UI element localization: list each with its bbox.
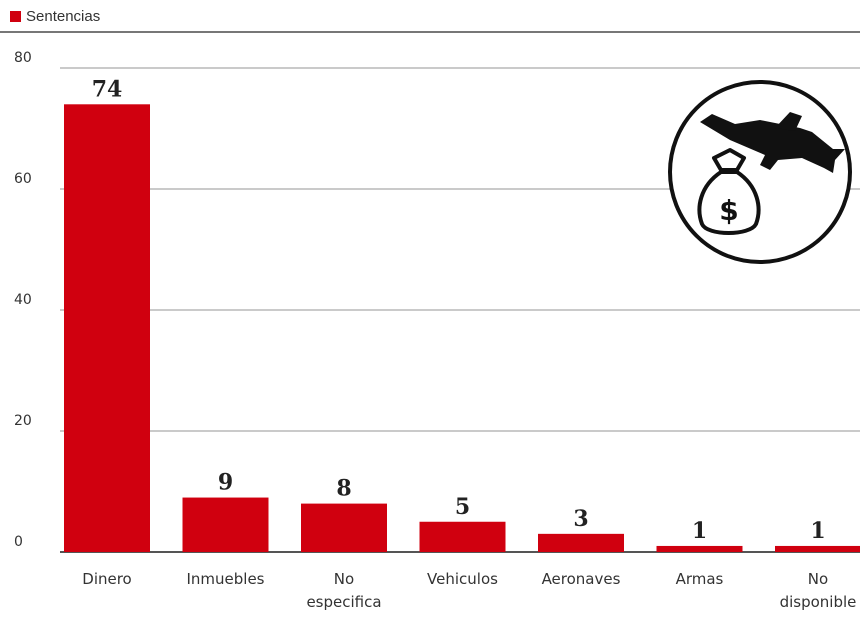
bar xyxy=(538,533,624,552)
y-tick-label: 80 xyxy=(14,50,32,66)
data-labels: 74 9 8 5 3 1 1 xyxy=(92,76,826,544)
category-label: No xyxy=(808,570,828,588)
category-labels: Dinero Inmuebles No especifica Vehiculos Aero… xyxy=(82,570,856,611)
legend-swatch xyxy=(10,10,21,22)
data-label: 9 xyxy=(218,470,233,496)
bar xyxy=(775,545,860,552)
data-label: 1 xyxy=(692,518,707,544)
bar xyxy=(656,545,743,552)
category-label: Armas xyxy=(676,570,724,588)
category-label: disponible xyxy=(780,593,857,611)
category-label: Aeronaves xyxy=(542,570,621,588)
data-label: 5 xyxy=(455,494,470,520)
bar xyxy=(419,521,506,552)
category-label: Vehiculos xyxy=(427,570,498,588)
y-tick-label: 20 xyxy=(14,413,32,429)
category-label: Inmuebles xyxy=(186,570,264,588)
y-tick-label: 40 xyxy=(14,292,32,308)
bars xyxy=(64,104,860,553)
data-label: 8 xyxy=(336,476,351,502)
data-label: 1 xyxy=(810,518,825,544)
y-tick-label: 0 xyxy=(14,534,23,550)
category-label: Dinero xyxy=(82,570,131,588)
category-label: No xyxy=(334,570,354,588)
y-tick-label: 60 xyxy=(14,171,32,187)
legend-label: Sentencias xyxy=(26,7,101,25)
bar xyxy=(64,104,150,553)
category-label: especifica xyxy=(306,593,381,611)
top-rule xyxy=(0,31,860,33)
data-label: 74 xyxy=(92,76,123,102)
legend: Sentencias xyxy=(10,6,100,26)
bar xyxy=(301,503,387,552)
data-label: 3 xyxy=(573,506,588,532)
bar xyxy=(182,497,269,552)
y-axis-ticks: 0 20 40 60 80 xyxy=(14,50,32,550)
svg-text:$: $ xyxy=(719,194,738,227)
airplane-money-bag-icon: $ xyxy=(668,80,852,264)
